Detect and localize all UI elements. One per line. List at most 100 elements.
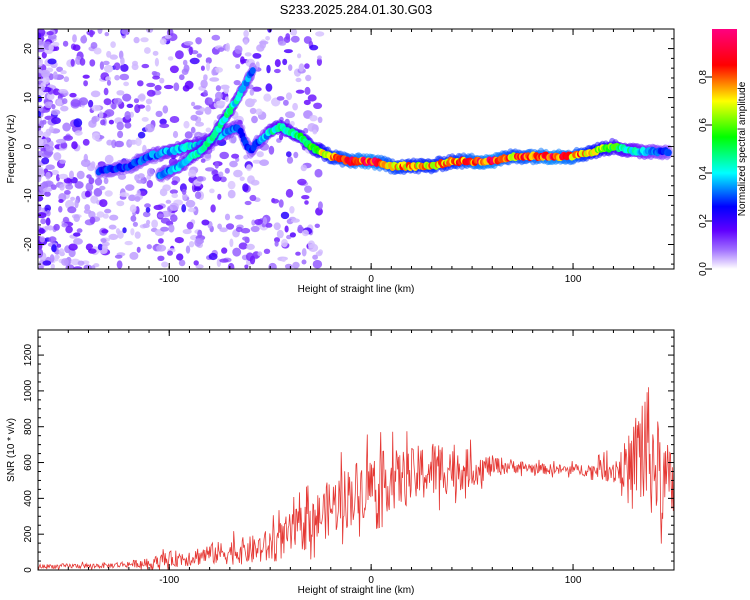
spectrogram-noise-cell [145, 123, 155, 133]
spectrogram-noise-cell [114, 140, 124, 148]
spectrogram-noise-cell [124, 111, 131, 120]
colorbar-tick-label: 0.4 [698, 166, 709, 180]
spectrogram-noise-cell [154, 84, 162, 91]
spectrogram-noise-cell [240, 227, 251, 234]
spectrogram-noise-cell [93, 187, 103, 197]
spectrogram-noise-cell [160, 226, 169, 232]
spectrogram-noise-cell [276, 229, 284, 239]
spectrogram-noise-cell [292, 261, 300, 269]
spectrogram-noise-cell [169, 202, 179, 211]
spectrogram-noise-cell [221, 247, 228, 254]
spectrogram-noise-cell [96, 211, 105, 218]
spectrogram-noise-cell [181, 188, 187, 195]
spectrogram-noise-cell [295, 251, 301, 256]
spectrogram-noise-cell [281, 257, 286, 262]
spectrogram-noise-cell [116, 200, 125, 207]
spectrogram-noise-cell [162, 184, 171, 192]
spectrogram-noise-cell [182, 228, 192, 235]
spectrogram-noise-cell [56, 66, 63, 73]
spectrogram-noise-cell [58, 89, 68, 94]
spectrogram-noise-cell [285, 92, 293, 101]
spectrogram-noise-cell [301, 229, 309, 237]
spectrogram-y-tick-label: 0 [23, 143, 34, 149]
spectrogram-noise-cell [205, 167, 215, 172]
spectrogram-noise-cell [203, 74, 208, 81]
spectrogram-noise-cell [44, 101, 54, 109]
spectrogram-noise-cell [40, 218, 47, 225]
spectrogram-noise-cell [142, 223, 150, 228]
spectrogram-noise-cell [53, 223, 60, 231]
spectrogram-noise-cell [243, 39, 249, 45]
spectrogram-noise-cell [58, 173, 68, 180]
spectrogram-y-tick-label: -20 [23, 237, 34, 252]
snr-x-tick-label: 100 [565, 575, 582, 586]
spectrogram-noise-cell [65, 184, 74, 190]
spectrogram-noise-cell [45, 164, 55, 170]
spectrogram-branch-cell [249, 67, 256, 75]
spectrogram-noise-cell [42, 131, 51, 138]
spectrogram-noise-cell [117, 173, 127, 180]
spectrogram-noise-cell [145, 98, 153, 105]
spectrogram-noise-cell [184, 80, 194, 90]
spectrogram-noise-cell [117, 130, 124, 139]
spectrogram-noise-cell [142, 211, 151, 218]
spectrogram-noise-cell [97, 29, 103, 34]
spectrogram-noise-cell [137, 131, 146, 139]
spectrogram-noise-cell [60, 105, 69, 112]
spectrogram-noise-cell [242, 183, 249, 192]
spectrogram-noise-cell [106, 50, 112, 58]
spectrogram-noise-cell [274, 59, 281, 68]
spectrogram-noise-cell [309, 115, 318, 122]
spectrogram-noise-cell [304, 185, 312, 193]
spectrogram-noise-cell [173, 82, 180, 92]
spectrogram-noise-cell [315, 251, 323, 257]
snr-y-tick-label: 800 [23, 418, 34, 435]
spectrogram-noise-cell [185, 245, 191, 254]
spectrogram-noise-cell [159, 77, 165, 84]
spectrogram-noise-cell [44, 191, 51, 197]
spectrogram-noise-cell [224, 167, 230, 174]
spectrogram-noise-cell [191, 101, 196, 107]
spectrogram-noise-cell [38, 32, 42, 39]
spectrogram-noise-cell [154, 57, 159, 67]
spectrogram-noise-cell [89, 59, 96, 67]
colorbar-tick-label: 0.8 [698, 70, 709, 84]
spectrogram-noise-cell [88, 119, 97, 128]
spectrogram-noise-cell [137, 94, 146, 100]
spectrogram-xlabel: Height of straight line (km) [298, 284, 415, 295]
spectrogram-noise-cell [61, 223, 68, 228]
spectrogram-noise-cell [44, 180, 54, 187]
spectrogram-noise-cell [217, 193, 222, 200]
spectrogram-noise-cell [124, 240, 133, 246]
figure-title: S233.2025.284.01.30.G03 [280, 2, 433, 17]
spectrogram-noise-cell [101, 243, 108, 252]
spectrogram-noise-cell [284, 263, 293, 269]
spectrogram-noise-cell [244, 52, 252, 57]
spectrogram-noise-cell [259, 159, 269, 166]
spectrogram-noise-cell [210, 204, 216, 213]
spectrogram-noise-cell [200, 65, 205, 71]
spectrogram-noise-cell [317, 55, 322, 60]
spectrogram-noise-cell [194, 238, 202, 247]
spectrogram-noise-cell [144, 47, 151, 54]
spectrogram-noise-cell [174, 237, 184, 244]
spectrogram-noise-cell [169, 116, 180, 123]
spectrogram-noise-cell [217, 47, 225, 52]
snr-y-tick-label: 0 [23, 567, 34, 573]
spectrogram-noise-cell [58, 248, 65, 257]
spectrogram-noise-cell [80, 159, 91, 168]
spectrogram-noise-cell [178, 259, 186, 267]
spectrogram-noise-cell [38, 195, 44, 202]
spectrogram-noise-cell [38, 69, 43, 74]
spectrogram-noise-cell [259, 40, 269, 45]
spectrogram-noise-cell [266, 64, 271, 74]
spectrogram-noise-cell [314, 168, 323, 178]
spectrogram-noise-cell [194, 191, 202, 199]
spectrogram-noise-cell [300, 164, 307, 172]
spectrogram-noise-cell [288, 64, 293, 71]
spectrogram-noise-cell [252, 159, 261, 164]
spectrogram-noise-cell [42, 75, 50, 85]
spectrogram-noise-cell [283, 36, 291, 43]
spectrogram-noise-cell [297, 224, 304, 234]
